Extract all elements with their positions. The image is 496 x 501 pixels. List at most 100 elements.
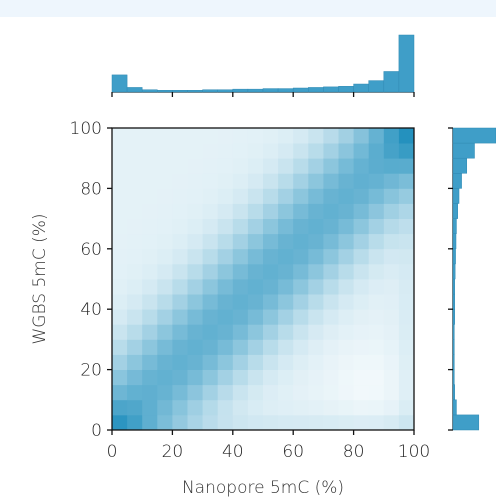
heatmap-cell: [323, 294, 339, 310]
heatmap-cell: [112, 324, 128, 340]
heatmap-cell: [368, 324, 385, 340]
heatmap-cell: [353, 384, 370, 401]
heatmap-cell: [247, 399, 264, 416]
heatmap-cell: [308, 188, 324, 204]
heatmap-cell: [202, 384, 219, 401]
heatmap-cell: [157, 279, 173, 295]
heatmap-cell: [293, 248, 309, 265]
heatmap-cell: [187, 339, 203, 355]
heatmap-cell: [232, 158, 249, 174]
heatmap-cell: [383, 309, 400, 325]
heatmap-cell: [202, 263, 219, 280]
heatmap-cell: [142, 309, 158, 325]
plot-frame: [111, 127, 415, 431]
heatmap-cell: [202, 173, 219, 189]
heatmap-cell: [383, 188, 400, 204]
heatmap-cell: [172, 173, 188, 189]
heatmap-cell: [368, 248, 385, 265]
heatmap-cell: [398, 218, 415, 235]
heatmap-cell: [232, 188, 249, 204]
heatmap-cell: [112, 248, 128, 265]
heatmap-cell: [157, 384, 173, 401]
heatmap-cell: [353, 248, 370, 265]
heatmap-cell: [232, 263, 249, 280]
heatmap-cell: [187, 203, 203, 219]
heatmap-cell: [353, 354, 370, 370]
heatmap-cell: [338, 188, 354, 204]
heatmap-cell: [398, 188, 415, 204]
heatmap-cell: [368, 309, 385, 325]
heatmap-cell: [368, 203, 385, 219]
heatmap-cell: [353, 233, 370, 250]
heatmap-cell: [157, 294, 173, 310]
heatmap-cell: [142, 399, 158, 416]
heatmap-cell: [247, 248, 264, 265]
heatmap-cell: [398, 279, 415, 295]
heatmap-cell: [127, 324, 143, 340]
heatmap-cell: [263, 369, 279, 386]
heatmap-cell: [187, 248, 203, 265]
heatmap-cell: [112, 188, 128, 204]
heatmap-cell: [127, 294, 143, 310]
heatmap-cell: [172, 294, 188, 310]
heatmap-cell: [293, 173, 309, 189]
heatmap-cell: [263, 324, 279, 340]
heatmap-cell: [398, 399, 415, 416]
heatmap-cell: [232, 399, 249, 416]
marginal-x-bar: [308, 87, 324, 93]
heatmap-cell: [398, 339, 415, 355]
heatmap-cell: [157, 354, 173, 370]
heatmap-cell: [157, 173, 173, 189]
heatmap-cell: [187, 324, 203, 340]
heatmap-cell: [247, 173, 264, 189]
heatmap-cell: [293, 384, 309, 401]
heatmap-cell: [232, 324, 249, 340]
heatmap-cell: [247, 369, 264, 386]
heatmap-cell: [278, 218, 294, 235]
heatmap-cell: [263, 399, 279, 416]
heatmap-cell: [368, 384, 385, 401]
heatmap-cell: [232, 369, 249, 386]
heatmap-cell: [353, 158, 370, 174]
heatmap-cell: [112, 384, 128, 401]
heatmap-cell: [217, 173, 234, 189]
heatmap-cell: [278, 143, 294, 159]
heatmap-cell: [202, 279, 219, 295]
heatmap-cell: [217, 188, 234, 204]
marginal-y-bar: [452, 218, 457, 234]
heatmap-cell: [308, 324, 324, 340]
heatmap-cell: [278, 233, 294, 250]
heatmap-cell: [217, 203, 234, 219]
heatmap-cell: [323, 354, 339, 370]
marginal-y-bar: [452, 324, 455, 340]
heatmap-cell: [263, 218, 279, 235]
heatmap-cell: [323, 128, 339, 144]
heatmap-cell: [323, 158, 339, 174]
heatmap-cell: [353, 339, 370, 355]
heatmap-cell: [383, 279, 400, 295]
marginal-y-bar: [452, 233, 457, 250]
heatmap-cell: [338, 263, 354, 280]
marginal-x-bar: [353, 83, 369, 93]
marginal-x-bar: [232, 88, 249, 93]
heatmap-cell: [293, 128, 309, 144]
heatmap-cell: [308, 294, 324, 310]
heatmap-cell: [383, 233, 400, 250]
heatmap-cell: [127, 384, 143, 401]
heatmap-cell: [263, 158, 279, 174]
heatmap-cell: [112, 339, 128, 355]
heatmap-cell: [187, 128, 203, 144]
heatmap-cell: [383, 324, 400, 340]
heatmap-cell: [338, 233, 354, 250]
marginal-y-bar: [452, 293, 455, 310]
heatmap-cell: [217, 324, 234, 340]
heatmap-cell: [202, 233, 219, 250]
heatmap-cell: [383, 248, 400, 265]
heatmap-cell: [323, 203, 339, 219]
heatmap-cell: [278, 324, 294, 340]
heatmap-cell: [172, 414, 188, 431]
y-tick-label: 80: [80, 179, 102, 199]
heatmap-cell: [157, 248, 173, 265]
heatmap-cell: [353, 294, 370, 310]
heatmap-cell: [323, 414, 339, 431]
